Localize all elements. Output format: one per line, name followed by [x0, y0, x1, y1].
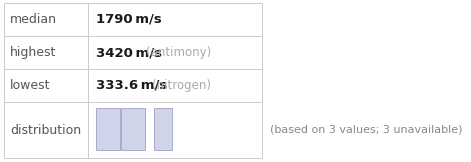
Text: 3420 m/s: 3420 m/s: [96, 46, 162, 59]
Text: lowest: lowest: [10, 79, 50, 92]
Bar: [4, 3, 262, 158]
Text: (antimony): (antimony): [146, 46, 211, 59]
Text: 1790 m/s: 1790 m/s: [96, 13, 162, 26]
Bar: [154, 108, 172, 150]
Text: 333.6 m/s: 333.6 m/s: [96, 79, 167, 92]
Text: median: median: [10, 13, 57, 26]
Bar: [121, 108, 145, 150]
Text: (nitrogen): (nitrogen): [152, 79, 211, 92]
Text: distribution: distribution: [10, 123, 81, 137]
Text: highest: highest: [10, 46, 57, 59]
Text: (based on 3 values; 3 unavailable): (based on 3 values; 3 unavailable): [270, 125, 463, 135]
Bar: [96, 108, 120, 150]
